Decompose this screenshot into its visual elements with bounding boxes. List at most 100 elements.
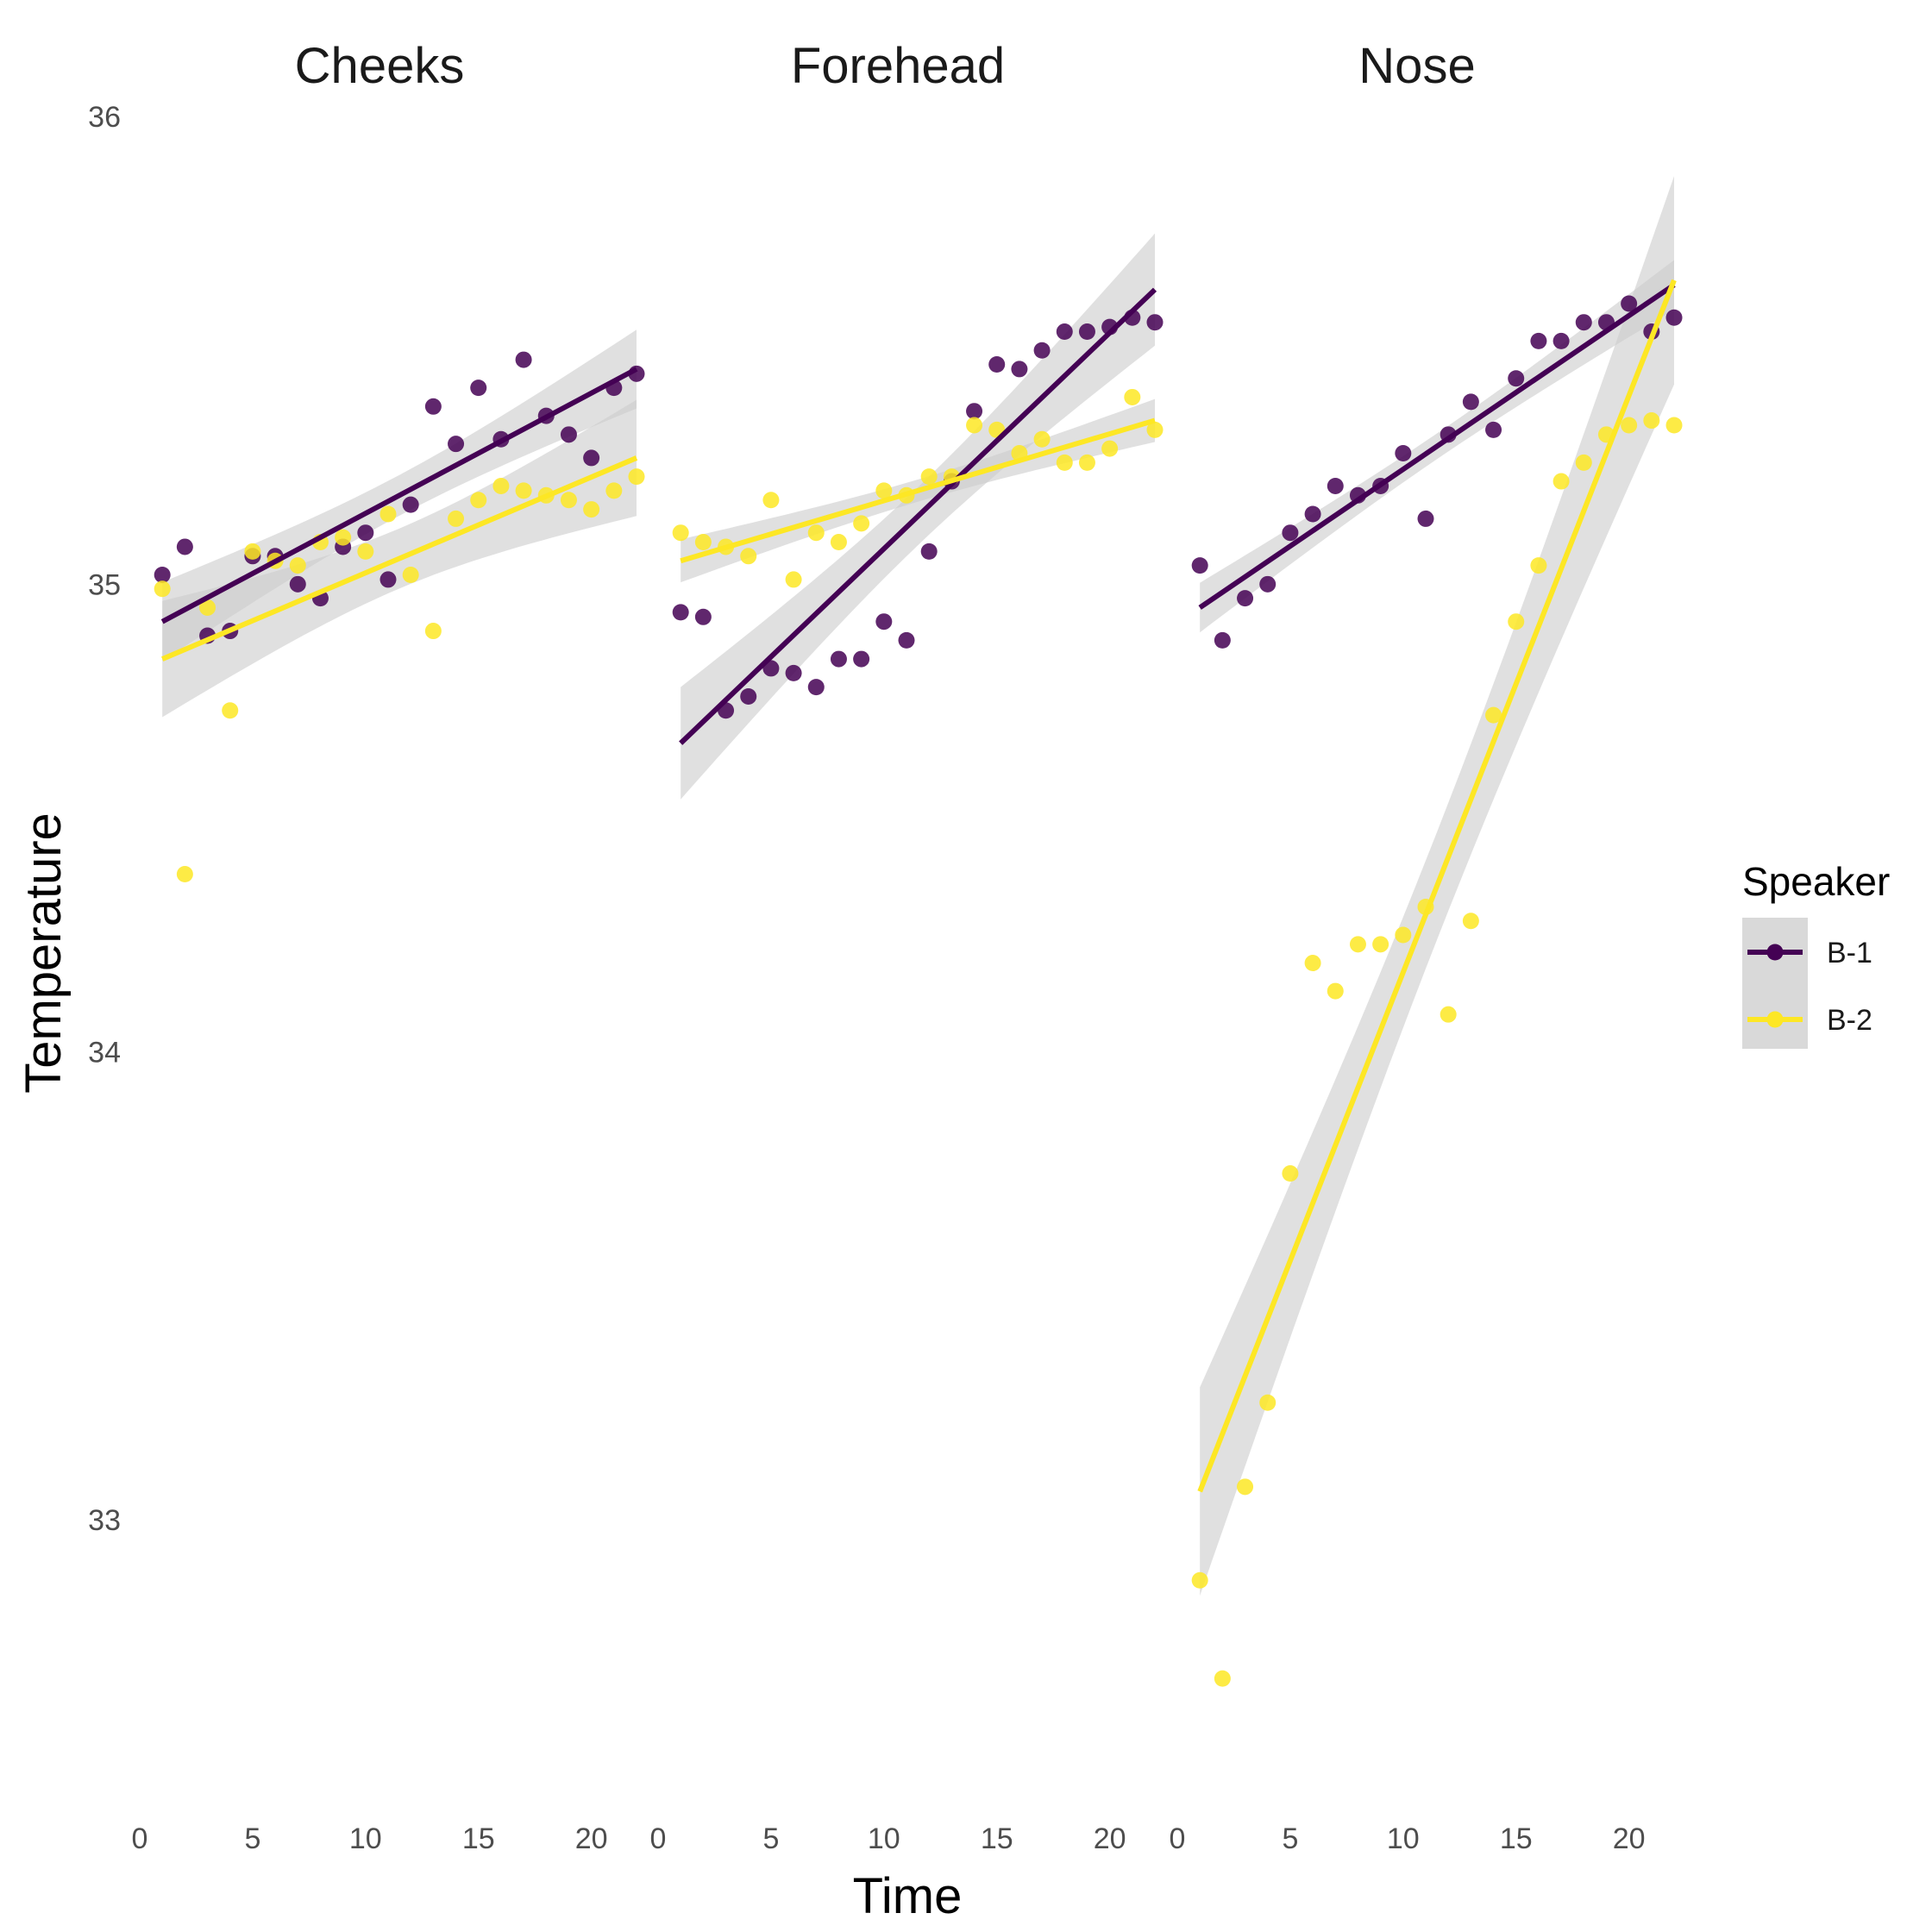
x-tick-label: 20 — [1613, 1822, 1646, 1855]
data-point-b-2 — [470, 492, 487, 509]
y-tick-label: 35 — [88, 568, 121, 601]
data-point-b-2 — [1575, 454, 1592, 471]
data-point-b-1 — [875, 613, 893, 630]
y-axis-ticks: 33 34 35 36 — [88, 101, 121, 1537]
facet-label-forehead: Forehead — [791, 38, 1005, 94]
data-point-b-2 — [672, 524, 689, 542]
trend-line-b-2-cheeks — [161, 455, 638, 662]
trend-line-b-2-nose — [1197, 279, 1677, 1493]
data-point-b-1 — [694, 608, 712, 625]
x-tick-label: 10 — [349, 1822, 382, 1855]
data-point-b-2 — [1552, 473, 1570, 490]
data-point-b-1 — [807, 679, 825, 696]
data-point-b-1 — [1056, 323, 1073, 341]
data-point-b-2 — [222, 702, 239, 719]
data-point-b-2 — [1124, 388, 1141, 405]
data-point-b-2 — [1259, 1394, 1276, 1411]
data-point-b-1 — [583, 449, 600, 467]
data-point-b-1 — [1237, 590, 1254, 607]
data-point-b-1 — [176, 538, 193, 555]
data-point-b-2 — [1440, 1006, 1457, 1023]
data-point-b-2 — [448, 510, 465, 527]
data-point-b-2 — [289, 557, 306, 574]
data-point-b-1 — [672, 604, 689, 621]
data-point-b-1 — [1214, 631, 1231, 649]
data-point-b-1 — [1011, 361, 1028, 378]
data-point-b-1 — [1530, 332, 1547, 349]
legend-point-b-1 — [1766, 944, 1784, 961]
data-point-b-1 — [898, 631, 915, 649]
data-point-b-2 — [583, 501, 600, 518]
data-point-b-1 — [1191, 557, 1208, 574]
legend-point-b-2 — [1766, 1011, 1784, 1028]
data-point-b-1 — [424, 398, 442, 415]
data-point-b-1 — [470, 380, 487, 397]
data-point-b-2 — [154, 580, 171, 598]
legend-title: Speaker — [1742, 859, 1890, 904]
data-point-b-1 — [380, 571, 397, 588]
data-point-b-1 — [402, 496, 419, 513]
data-point-b-2 — [966, 417, 983, 434]
x-tick-label: 5 — [1282, 1822, 1298, 1855]
data-point-b-2 — [1462, 913, 1479, 930]
data-point-b-2 — [1191, 1571, 1208, 1589]
data-point-b-2 — [1214, 1670, 1231, 1687]
data-point-b-2 — [357, 543, 374, 560]
x-tick-label: 5 — [244, 1822, 260, 1855]
data-point-b-2 — [244, 543, 261, 560]
y-axis-title: Temperature — [16, 812, 72, 1094]
data-point-b-2 — [1508, 613, 1525, 630]
data-point-b-1 — [448, 436, 465, 453]
data-point-b-2 — [740, 548, 757, 565]
x-tick-label: 20 — [575, 1822, 608, 1855]
trend-line-b-1-cheeks — [160, 367, 638, 624]
confidence-bands — [162, 176, 1674, 1596]
facet-label-nose: Nose — [1358, 38, 1475, 94]
data-point-b-2 — [560, 492, 577, 509]
legend-label-b-2: B-2 — [1827, 1004, 1872, 1037]
x-tick-label: 10 — [1387, 1822, 1420, 1855]
data-point-b-2 — [1621, 417, 1638, 434]
data-point-b-2 — [605, 482, 623, 499]
data-point-b-2 — [830, 534, 847, 551]
data-point-b-2 — [1304, 955, 1321, 972]
data-point-b-1 — [1575, 314, 1592, 331]
legend-label-b-1: B-1 — [1827, 937, 1872, 969]
data-point-b-2 — [762, 492, 780, 509]
data-point-b-2 — [920, 468, 938, 486]
legend: Speaker B-1 B-2 — [1742, 859, 1890, 1049]
data-point-b-2 — [1237, 1478, 1254, 1496]
data-point-b-1 — [289, 575, 306, 593]
y-tick-label: 33 — [88, 1504, 121, 1537]
data-point-b-1 — [1304, 505, 1321, 523]
facet-strip-labels: Cheeks Forehead Nose — [295, 38, 1476, 94]
data-point-b-1 — [853, 650, 870, 668]
data-point-b-2 — [1327, 982, 1344, 1000]
data-point-b-2 — [515, 482, 532, 499]
data-point-b-2 — [380, 505, 397, 523]
data-point-b-1 — [357, 524, 374, 542]
trend-line-b-2-forehead — [680, 417, 1156, 564]
data-point-b-1 — [1552, 332, 1570, 349]
x-tick-label: 0 — [132, 1822, 148, 1855]
data-point-b-1 — [1146, 314, 1164, 331]
data-point-b-1 — [1665, 309, 1683, 326]
data-point-b-2 — [1033, 430, 1051, 448]
data-point-b-2 — [807, 524, 825, 542]
data-point-b-2 — [1372, 936, 1389, 953]
y-tick-label: 36 — [88, 101, 121, 134]
trend-line-b-1-nose — [1198, 282, 1676, 610]
data-point-b-1 — [1462, 393, 1479, 411]
data-point-b-2 — [1101, 440, 1119, 457]
trend-lines — [160, 279, 1677, 1493]
data-point-b-1 — [154, 566, 171, 583]
x-tick-label: 0 — [1170, 1822, 1186, 1855]
data-points — [154, 295, 1683, 1687]
x-tick-label: 10 — [868, 1822, 900, 1855]
data-point-b-1 — [740, 687, 757, 705]
data-point-b-1 — [1033, 342, 1051, 359]
data-point-b-2 — [1282, 1165, 1299, 1182]
data-point-b-1 — [1508, 370, 1525, 387]
data-point-b-1 — [1327, 477, 1344, 494]
